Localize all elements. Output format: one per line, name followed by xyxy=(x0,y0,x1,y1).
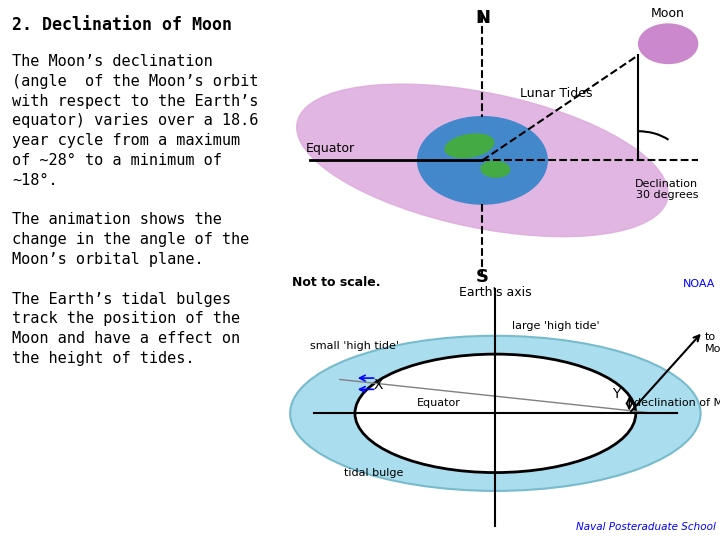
Text: Moon: Moon xyxy=(651,8,685,21)
Text: S: S xyxy=(476,268,489,286)
Ellipse shape xyxy=(444,133,495,158)
Text: to
Moon: to Moon xyxy=(705,332,720,354)
Text: tidal bulge: tidal bulge xyxy=(344,468,403,477)
Circle shape xyxy=(638,23,698,64)
Text: 2. Declination of Moon: 2. Declination of Moon xyxy=(12,16,232,34)
Ellipse shape xyxy=(480,160,510,178)
Text: declination of Moon: declination of Moon xyxy=(634,399,720,408)
Text: Naval Posteraduate School: Naval Posteraduate School xyxy=(576,522,716,532)
Text: Not to scale.: Not to scale. xyxy=(292,276,381,289)
Text: Y: Y xyxy=(612,387,621,401)
Text: NOAA: NOAA xyxy=(683,279,716,289)
Text: small 'high tide': small 'high tide' xyxy=(310,341,399,350)
Text: Equator: Equator xyxy=(418,397,461,408)
Ellipse shape xyxy=(297,84,668,237)
Text: Equator: Equator xyxy=(305,141,354,154)
Ellipse shape xyxy=(355,354,636,472)
Text: The Moon’s declination
(angle  of the Moon’s orbit
with respect to the Earth’s
e: The Moon’s declination (angle of the Moo… xyxy=(12,54,258,366)
Text: Declination
30 degrees: Declination 30 degrees xyxy=(635,179,698,200)
Ellipse shape xyxy=(290,336,701,491)
Text: large 'high tide': large 'high tide' xyxy=(512,321,600,331)
Text: Earth's axis: Earth's axis xyxy=(459,286,531,300)
Text: Lunar Tides: Lunar Tides xyxy=(520,87,592,100)
Text: N: N xyxy=(475,9,490,27)
Circle shape xyxy=(418,117,547,204)
Text: X: X xyxy=(374,378,384,392)
